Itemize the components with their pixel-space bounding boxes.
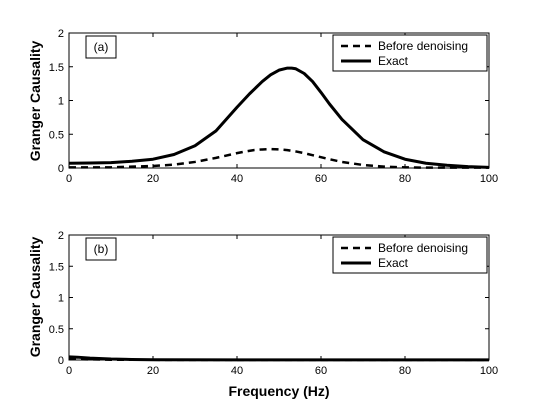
panel-a-ytick-label: 0.5 [49, 129, 64, 141]
panel-b-xtick-label: 60 [315, 365, 327, 377]
panel-a-label-box [85, 35, 117, 59]
panel-a-xtick-label: 80 [399, 173, 411, 185]
panel-a-legend-label: Exact [378, 54, 409, 68]
panel-b-plot-area: 0 20 40 60 80 100 0 0.5 1 1.5 2 (b) Before denoising… [49, 230, 498, 377]
panel-a-ytick-label: 1.5 [49, 62, 64, 74]
panel-b-xtick-label: 20 [147, 365, 159, 377]
panel-b-legend-label: Before denoising [378, 241, 468, 255]
panel-a-label: (a) [94, 40, 109, 54]
panel-a-ylabel: Granger Causality [27, 40, 43, 161]
panel-a: Granger Causality 0 20 40 60 80 100 0 0.5 1 1.5 2 (… [27, 28, 498, 185]
panel-b-xlabel: Frequency (Hz) [228, 383, 329, 399]
panel-b-label-box [85, 237, 117, 261]
panel-b-legend-box [332, 236, 488, 274]
panel-b-legend-label: Exact [378, 256, 409, 270]
panel-a-plot-area: 0 20 40 60 80 100 0 0.5 1 1.5 2 (a) Before denoising… [49, 28, 498, 185]
panel-b-ylabel: Granger Causality [27, 236, 43, 357]
panel-a-xtick-label: 0 [66, 173, 72, 185]
panel-b-series-exact-line [68, 355, 489, 362]
panel-a-legend-box [332, 34, 488, 72]
panel-a-ytick-label: 1 [58, 96, 64, 108]
panel-b-xtick-label: 100 [480, 365, 498, 377]
panel-a-ytick-label: 0 [58, 163, 64, 175]
panel-a-xtick-label: 40 [231, 173, 243, 185]
panel-a-series-exact-line [68, 66, 490, 169]
panel-b-ytick-label: 2 [58, 230, 64, 242]
panel-b-ytick-label: 0.5 [49, 324, 64, 336]
panel-a-xtick-label: 100 [480, 173, 498, 185]
panel-b-ytick-label: 0 [58, 355, 64, 367]
panel-a-xtick-label: 20 [147, 173, 159, 185]
panel-a-ytick-label: 2 [58, 28, 64, 40]
panel-b-xtick-label: 40 [231, 365, 243, 377]
panel-a-xtick-label: 60 [315, 173, 327, 185]
panel-a-legend-label: Before denoising [378, 39, 468, 53]
panel-b-xtick-label: 80 [399, 365, 411, 377]
panel-b-ytick-label: 1.5 [49, 261, 64, 273]
panel-b-xtick-label: 0 [66, 365, 72, 377]
panel-a-series-before-denoising-line [69, 147, 489, 169]
panel-b-label: (b) [94, 242, 109, 256]
panel-b-ytick-label: 1 [58, 293, 64, 305]
panel-b: Granger Causality 0 20 40 60 80 100 0 0.5 1 1.5 2 (… [27, 230, 498, 399]
